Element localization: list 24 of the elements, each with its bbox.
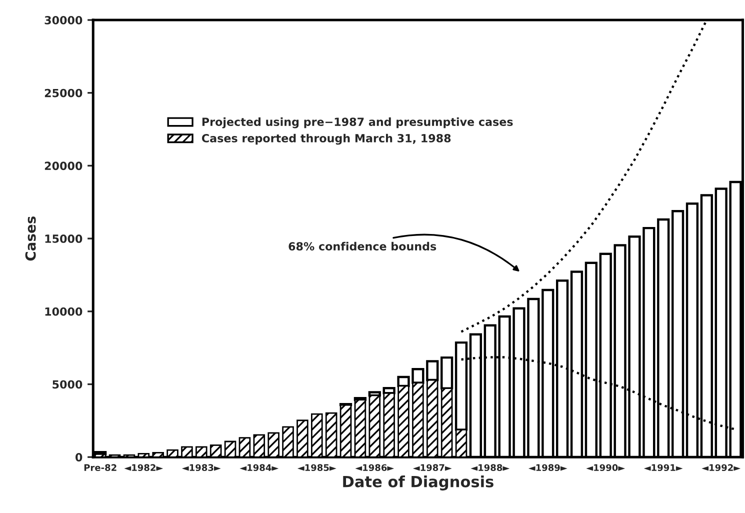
y-tick-label: 10000 xyxy=(45,307,82,316)
annotation: 68% confidence bounds xyxy=(288,242,436,251)
x-axis-title: Date of Diagnosis xyxy=(343,476,494,490)
legend-label: Cases reported through March 31, 1988 xyxy=(202,134,451,145)
x-tick-label: ◄1986► xyxy=(355,464,394,472)
y-axis-title: Cases xyxy=(25,216,36,261)
y-tick-label: 15000 xyxy=(45,234,82,243)
x-tick-label: ◄1983► xyxy=(182,464,221,472)
x-tick-label: ◄1987► xyxy=(412,464,452,472)
x-tick-label: ◄1982► xyxy=(124,464,164,472)
legend-label: Projected using pre−1987 and presumptive cases xyxy=(202,117,513,128)
x-tick-label: ◄1984► xyxy=(240,464,279,472)
x-tick-label: ◄1992► xyxy=(702,464,741,472)
x-tick-label: ◄1991► xyxy=(644,464,683,472)
y-tick-label: 5000 xyxy=(52,380,82,389)
x-tick-label: ◄1985► xyxy=(297,464,336,472)
x-tick-label: ◄1988► xyxy=(470,464,510,472)
x-tick-label: ◄1990► xyxy=(586,464,626,472)
y-tick-label: 25000 xyxy=(44,88,82,98)
x-tick-label: Pre-82 xyxy=(84,464,116,472)
y-tick-label: 30000 xyxy=(44,16,82,24)
y-tick-label: 0 xyxy=(76,453,82,462)
y-tick-label: 20000 xyxy=(44,162,82,170)
x-tick-label: ◄1989► xyxy=(528,464,568,472)
